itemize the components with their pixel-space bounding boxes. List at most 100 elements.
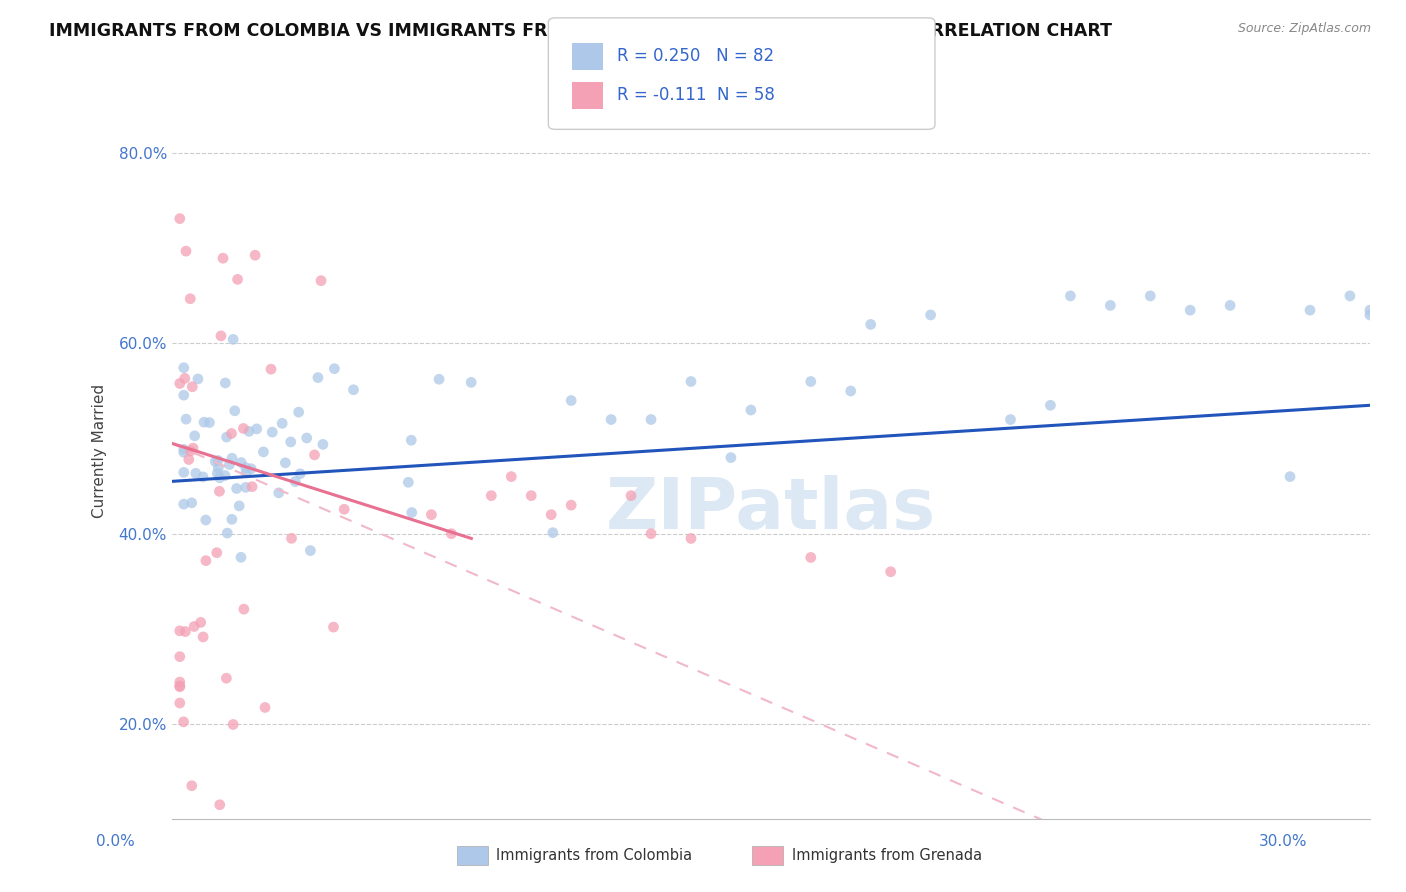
Point bbox=[560, 498, 582, 512]
Point bbox=[541, 525, 564, 540]
Point bbox=[228, 499, 250, 513]
Point bbox=[215, 430, 238, 444]
Point bbox=[839, 384, 862, 398]
Point bbox=[260, 362, 283, 376]
Point bbox=[217, 526, 239, 541]
Point bbox=[191, 470, 214, 484]
Text: 30.0%: 30.0% bbox=[1260, 834, 1308, 849]
Point bbox=[640, 526, 662, 541]
Point bbox=[284, 475, 307, 489]
Point bbox=[173, 466, 195, 480]
Point bbox=[198, 416, 221, 430]
Point bbox=[193, 415, 215, 429]
Point bbox=[240, 461, 263, 475]
Point bbox=[169, 649, 191, 664]
Point bbox=[214, 376, 236, 390]
Point bbox=[183, 429, 205, 443]
Point bbox=[169, 680, 191, 694]
Point bbox=[460, 376, 482, 390]
Point bbox=[640, 412, 662, 426]
Point bbox=[173, 442, 195, 457]
Point bbox=[1219, 298, 1241, 312]
Point bbox=[174, 624, 197, 639]
Point bbox=[235, 466, 257, 480]
Point bbox=[191, 630, 214, 644]
Point bbox=[169, 376, 191, 391]
Point bbox=[181, 380, 204, 394]
Point bbox=[1099, 298, 1122, 312]
Point bbox=[262, 425, 284, 439]
Point bbox=[295, 431, 318, 445]
Point bbox=[333, 502, 356, 516]
Text: R = -0.111  N = 58: R = -0.111 N = 58 bbox=[617, 87, 775, 104]
Point bbox=[1059, 289, 1081, 303]
Point bbox=[221, 451, 243, 466]
Text: Source: ZipAtlas.com: Source: ZipAtlas.com bbox=[1237, 22, 1371, 36]
Point bbox=[280, 532, 302, 546]
Point bbox=[226, 272, 249, 286]
Point bbox=[205, 546, 228, 560]
Point bbox=[180, 496, 202, 510]
Point bbox=[221, 512, 243, 526]
Point bbox=[287, 405, 309, 419]
Point bbox=[267, 486, 290, 500]
Point bbox=[169, 675, 191, 690]
Point bbox=[420, 508, 443, 522]
Point bbox=[520, 489, 543, 503]
Point bbox=[740, 403, 762, 417]
Text: 0.0%: 0.0% bbox=[96, 834, 135, 849]
Point bbox=[174, 244, 197, 259]
Point bbox=[342, 383, 364, 397]
Point bbox=[299, 543, 322, 558]
Point bbox=[177, 452, 200, 467]
Point bbox=[169, 696, 191, 710]
Point bbox=[859, 318, 882, 332]
Text: ZIPatlas: ZIPatlas bbox=[606, 475, 936, 544]
Text: Immigrants from Grenada: Immigrants from Grenada bbox=[792, 848, 981, 863]
Text: R = 0.250   N = 82: R = 0.250 N = 82 bbox=[617, 47, 775, 65]
Point bbox=[181, 441, 204, 455]
Point bbox=[427, 372, 450, 386]
Point bbox=[479, 489, 502, 503]
Point bbox=[399, 434, 422, 448]
Point bbox=[222, 717, 245, 731]
Point bbox=[679, 375, 702, 389]
Point bbox=[1180, 303, 1202, 318]
Point bbox=[180, 443, 202, 458]
Point bbox=[215, 671, 238, 685]
Point bbox=[173, 714, 195, 729]
Point bbox=[183, 619, 205, 633]
Point bbox=[246, 422, 269, 436]
Point bbox=[800, 375, 823, 389]
Point bbox=[274, 456, 297, 470]
Point bbox=[235, 460, 257, 475]
Point bbox=[173, 371, 195, 385]
Point bbox=[207, 467, 229, 481]
Point bbox=[173, 388, 195, 402]
Point bbox=[322, 620, 344, 634]
Point bbox=[323, 361, 346, 376]
Point bbox=[288, 467, 311, 481]
Point bbox=[1339, 289, 1361, 303]
Point bbox=[1279, 469, 1302, 483]
Point bbox=[1358, 303, 1381, 318]
Point bbox=[207, 453, 229, 467]
Point bbox=[235, 480, 257, 494]
Point bbox=[204, 454, 226, 468]
Point bbox=[540, 508, 562, 522]
Point bbox=[396, 475, 419, 490]
Point bbox=[179, 292, 201, 306]
Point bbox=[173, 360, 195, 375]
Point bbox=[208, 484, 231, 499]
Point bbox=[214, 468, 236, 483]
Point bbox=[218, 458, 240, 472]
Point bbox=[231, 456, 253, 470]
Point bbox=[307, 370, 329, 384]
Point bbox=[169, 624, 191, 638]
Point bbox=[679, 532, 702, 546]
Point bbox=[208, 797, 231, 812]
Point bbox=[243, 248, 266, 262]
Point bbox=[173, 497, 195, 511]
Point bbox=[180, 779, 202, 793]
Point bbox=[1000, 412, 1022, 426]
